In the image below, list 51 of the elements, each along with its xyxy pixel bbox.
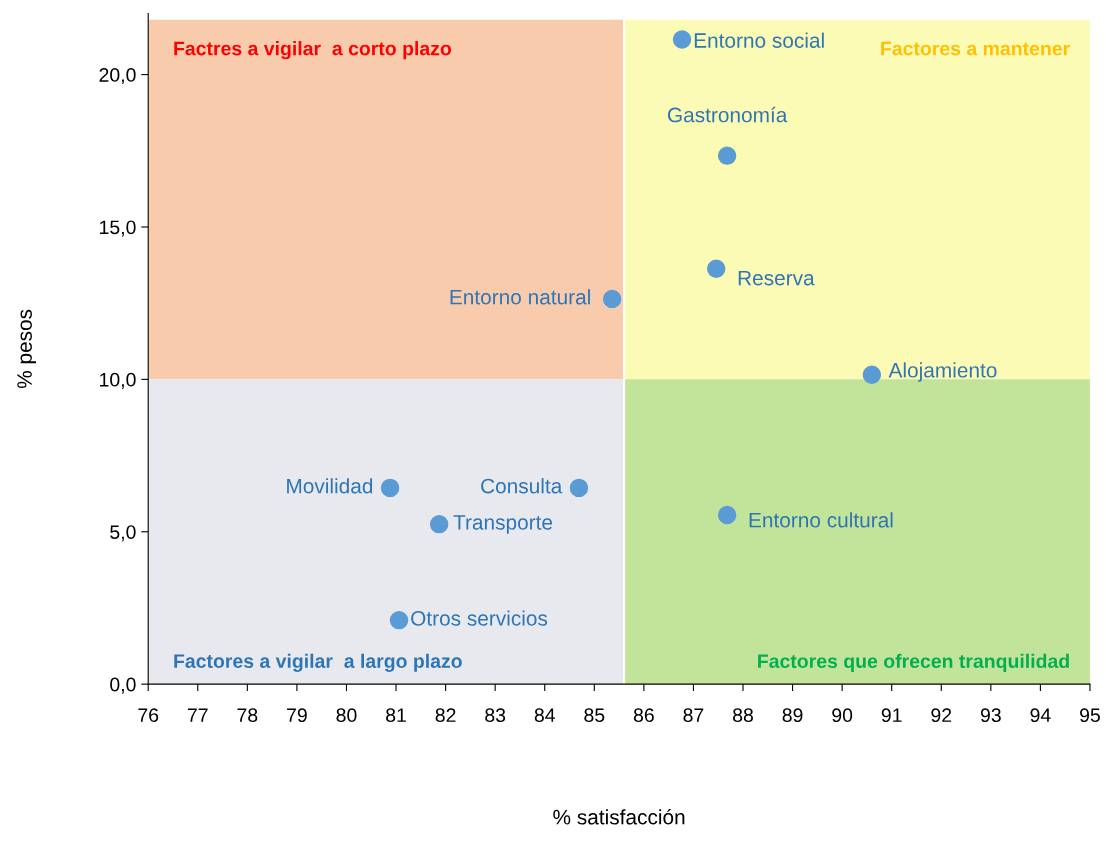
y-tick-label: 10,0 [100, 372, 136, 389]
annotation: Gastronomía [667, 106, 788, 123]
band-label: Factres a vigilar a corto plazo [174, 41, 452, 60]
x-axis-title: % satisfacción [553, 808, 685, 825]
y-tick-label: 0,0 [110, 677, 136, 694]
x-tick-label: 89 [782, 708, 803, 723]
x-tick-label: 83 [485, 708, 506, 723]
x-tick-label: 84 [534, 708, 555, 723]
x-tick-label: 78 [237, 708, 258, 723]
y-tick-label: 20,0 [99, 68, 136, 85]
annotation: Movilidad [287, 478, 373, 494]
x-tick-label: 92 [931, 708, 952, 723]
annotation: Entorno social [694, 32, 824, 48]
point [389, 610, 409, 630]
band-label: Factores a vigilar a largo plazo [174, 653, 462, 672]
x-tick-label: 79 [287, 708, 307, 723]
point [380, 478, 400, 498]
x-tick-label: 91 [881, 708, 902, 723]
x-tick-label: 81 [386, 708, 406, 723]
annotation: Consulta [481, 478, 563, 494]
point [672, 30, 692, 49]
x-tick-label: 77 [187, 708, 208, 722]
point [602, 289, 622, 309]
point [707, 259, 726, 278]
band-label: Factores que ofrecen tranquilidad [758, 653, 1069, 672]
point [862, 365, 882, 385]
x-tick-label: 87 [683, 708, 704, 723]
x-tick-label: 86 [633, 708, 654, 723]
point [569, 478, 589, 498]
band-label: Factores a mantener [881, 41, 1070, 56]
y-tick-label: 15,0 [100, 220, 136, 237]
y-tick-label: 5,0 [110, 525, 136, 542]
annotation: Entorno natural [450, 289, 590, 305]
x-tick-label: 76 [138, 708, 159, 723]
x-tick-label: 82 [435, 708, 456, 723]
x-tick-label: 94 [1030, 708, 1051, 723]
x-tick-label: 95 [1080, 708, 1100, 723]
point [717, 146, 737, 165]
annotation: Otros servicios [411, 610, 548, 626]
point [429, 514, 449, 534]
y-axis-title: % pesos [17, 309, 37, 389]
x-tick-label: 80 [336, 708, 357, 723]
x-tick-label: 90 [832, 708, 853, 723]
x-tick-label: 93 [980, 708, 1001, 723]
x-tick-label: 88 [733, 708, 753, 723]
annotation: Reserva [738, 270, 815, 286]
annotation: Entorno cultural [749, 512, 893, 528]
point [717, 505, 737, 525]
annotation: Transporte [453, 515, 553, 534]
x-tick-label: 85 [584, 708, 605, 723]
annotation: Alojamiento [888, 362, 997, 382]
